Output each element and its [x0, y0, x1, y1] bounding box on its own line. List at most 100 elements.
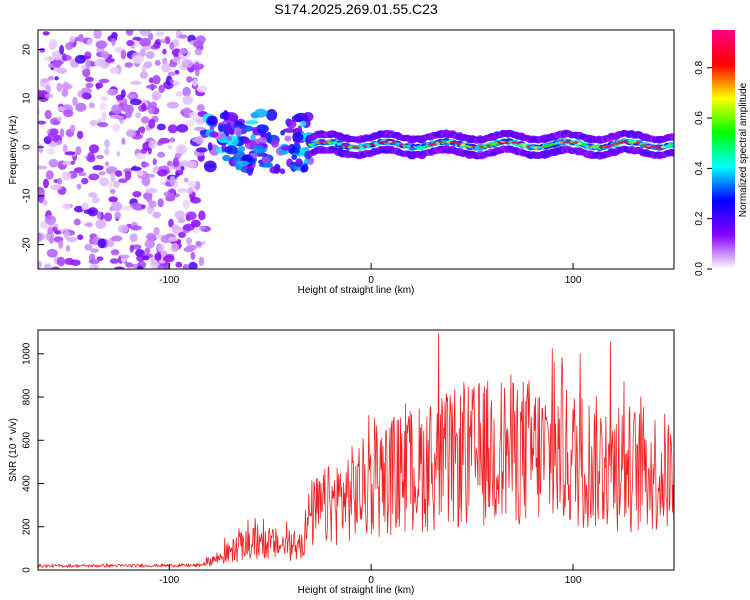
heatmap-cell — [135, 112, 142, 119]
heatmap-cell — [288, 143, 296, 154]
colorbar-tick-label: 0.0 — [694, 262, 705, 276]
heatmap-cell — [246, 165, 254, 176]
heatmap-cell — [145, 173, 156, 178]
heatmap-cell — [141, 102, 147, 112]
heatmap-cell — [222, 154, 231, 162]
heatmap-cell — [169, 42, 175, 50]
heatmap-cell — [111, 104, 123, 114]
heatmap-cell — [178, 232, 186, 238]
heatmap-cell — [380, 140, 386, 143]
heatmap-cell — [125, 262, 133, 268]
heatmap-cell — [236, 160, 250, 166]
heatmap-cell — [98, 171, 106, 176]
heatmap-cell — [109, 188, 116, 194]
heatmap-cell — [61, 171, 72, 181]
heatmap-cell — [299, 147, 306, 153]
colorbar-label: Normalized spectral amplitude — [738, 82, 749, 217]
heatmap-cell — [195, 135, 204, 145]
heatmap-cell — [130, 202, 142, 210]
heatmap-cell — [482, 145, 488, 148]
heatmap-cell — [85, 82, 94, 88]
heatmap-cell — [75, 102, 87, 112]
heatmap-cell — [168, 188, 177, 193]
heatmap-cell — [118, 224, 129, 233]
heatmap-cell — [48, 236, 54, 244]
heatmap-cell — [141, 176, 151, 187]
spectrogram-y-ticks: -20 -10 0 10 20 — [22, 44, 44, 252]
heatmap-cell — [172, 157, 179, 168]
snr-panel: -100 0 100 0 200 400 600 800 1000 Height of str… — [8, 329, 675, 596]
heatmap-cell — [95, 40, 108, 49]
heatmap-cell — [181, 59, 193, 69]
heatmap-cell — [409, 146, 415, 149]
heatmap-cell — [337, 143, 343, 146]
heatmap-cell — [95, 219, 107, 229]
tick-label: 200 — [22, 518, 33, 535]
tick-label: 0 — [368, 575, 374, 586]
snr-frame — [37, 329, 675, 571]
heatmap-cell — [122, 100, 128, 109]
heatmap-cell — [85, 76, 94, 82]
heatmap-cell — [225, 122, 232, 134]
heatmap-cell — [254, 108, 268, 118]
heatmap-cell — [58, 240, 64, 249]
heatmap-cell — [130, 166, 142, 171]
heatmap-cell — [187, 187, 194, 195]
heatmap-cell — [78, 172, 87, 177]
heatmap-cell — [52, 60, 64, 66]
heatmap-cell — [420, 145, 426, 149]
heatmap-cell — [82, 67, 91, 78]
colorbar-gradient — [712, 30, 735, 269]
heatmap-cell — [45, 170, 54, 180]
heatmap-cell — [169, 137, 176, 143]
heatmap-cell — [281, 145, 291, 151]
heatmap-cell — [269, 166, 280, 174]
heatmap-cell — [175, 91, 183, 97]
heatmap-cell — [46, 248, 58, 258]
heatmap-cell — [250, 134, 256, 142]
heatmap-cell — [110, 201, 123, 212]
heatmap-cell — [83, 209, 96, 215]
heatmap-cell — [90, 248, 99, 253]
heatmap-cell — [48, 56, 53, 61]
heatmap-cell — [292, 132, 304, 142]
heatmap-cell — [52, 67, 64, 72]
heatmap-cell — [671, 143, 674, 146]
heatmap-cell — [602, 145, 608, 148]
heatmap-cell — [134, 153, 146, 160]
heatmap-cell — [92, 165, 104, 171]
heatmap-cell — [145, 188, 158, 194]
heatmap-cell — [88, 144, 100, 154]
heatmap-cell — [251, 126, 259, 133]
heatmap-cell — [111, 235, 123, 242]
heatmap-cell — [161, 63, 172, 73]
heatmap-cell — [609, 143, 615, 146]
heatmap-cell — [303, 158, 309, 165]
heatmap-cell — [174, 210, 185, 220]
heatmap-cell — [162, 261, 171, 269]
heatmap-cell — [49, 128, 59, 136]
heatmap-cell — [192, 229, 200, 234]
heatmap-cell — [65, 245, 71, 252]
heatmap-cell — [153, 227, 160, 235]
heatmap-cell — [166, 101, 179, 109]
heatmap-cell — [152, 211, 162, 219]
heatmap-cell — [162, 255, 175, 263]
heatmap-cell — [533, 146, 539, 149]
heatmap-cell — [547, 144, 553, 147]
heatmap-cell — [76, 130, 84, 140]
heatmap-cell — [99, 177, 109, 187]
heatmap-cell — [124, 62, 133, 68]
heatmap-cell — [101, 111, 107, 122]
heatmap-cell — [43, 178, 49, 189]
heatmap-cell — [282, 128, 296, 133]
heatmap-cell — [96, 154, 105, 159]
heatmap-cell — [100, 95, 109, 102]
heatmap-cell — [112, 123, 121, 133]
heatmap-cell — [120, 254, 130, 259]
heatmap-cell — [91, 196, 100, 204]
heatmap-cell — [222, 110, 229, 122]
heatmap-cell — [185, 211, 197, 220]
heatmap-cell — [242, 137, 251, 144]
